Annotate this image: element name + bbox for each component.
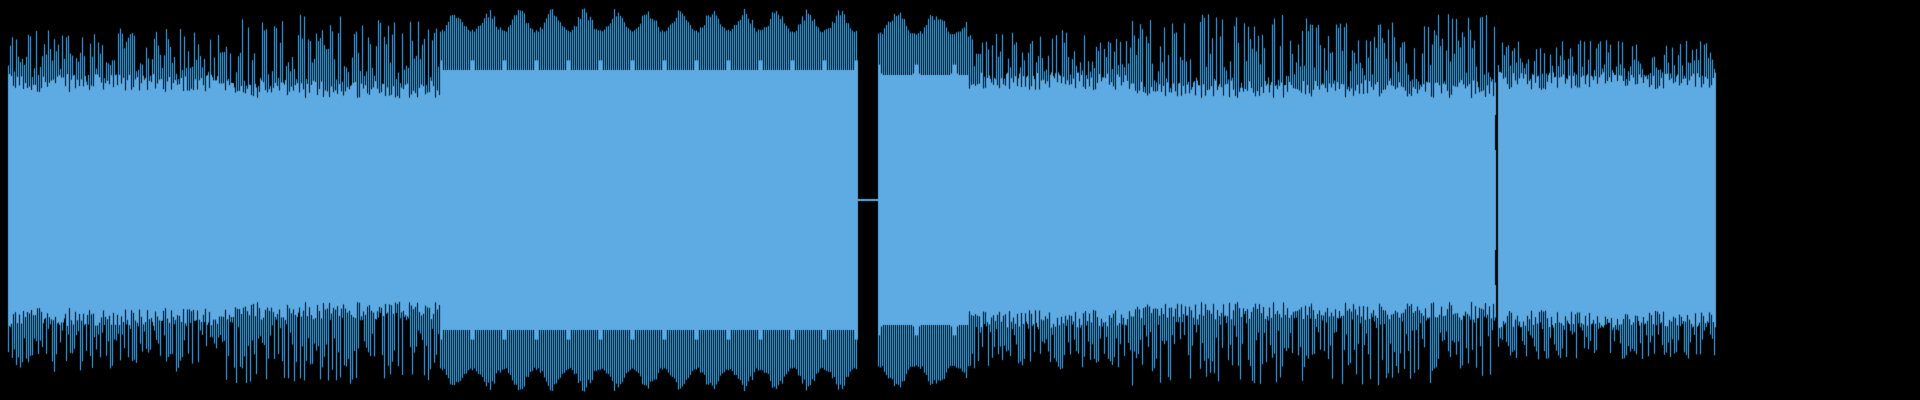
- waveform-view[interactable]: Waveform display: [0, 0, 1920, 400]
- waveform-canvas[interactable]: [0, 0, 1920, 400]
